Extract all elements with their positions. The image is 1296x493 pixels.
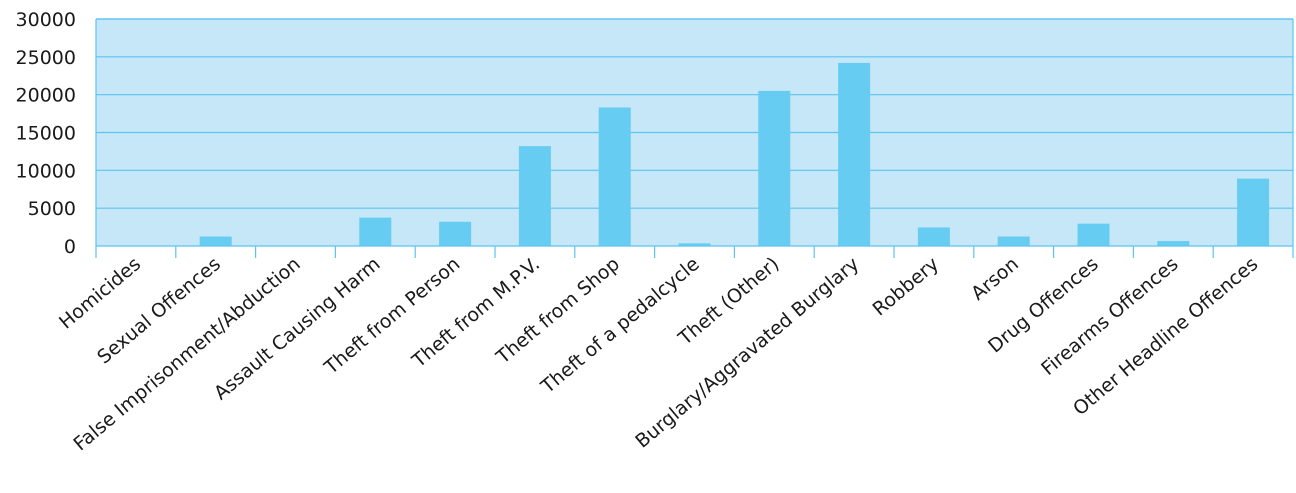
y-tick-label: 15000 (16, 123, 76, 145)
bar (199, 236, 232, 246)
x-tick-label: Robbery (869, 253, 944, 321)
bar (1237, 178, 1270, 246)
bar (758, 90, 791, 246)
bar (997, 236, 1030, 246)
y-tick-label: 5000 (28, 198, 76, 220)
bar (359, 217, 392, 246)
bar (1157, 241, 1190, 246)
y-tick-label: 25000 (16, 47, 76, 69)
x-tick-label: Arson (967, 253, 1023, 305)
bar (598, 107, 631, 246)
axes (95, 18, 1294, 258)
x-tick-label: Theft from Person (320, 253, 465, 379)
bar (1077, 223, 1110, 246)
y-tick-label: 30000 (16, 9, 76, 31)
x-tick-label: Firearms Offences (1037, 253, 1182, 380)
bar (838, 62, 871, 247)
y-tick-label: 0 (64, 236, 76, 258)
bar (439, 221, 472, 246)
y-tick-label: 10000 (16, 160, 76, 182)
y-tick-label: 20000 (16, 85, 76, 107)
y-axis-tick-labels: 0 5000 10000 15000 20000 25000 30000 (16, 9, 76, 258)
bars (119, 62, 1270, 247)
bar (678, 243, 711, 246)
bar (518, 146, 551, 246)
bar (917, 227, 950, 246)
x-tick-label: Theft of a pedalcycle (536, 253, 703, 398)
